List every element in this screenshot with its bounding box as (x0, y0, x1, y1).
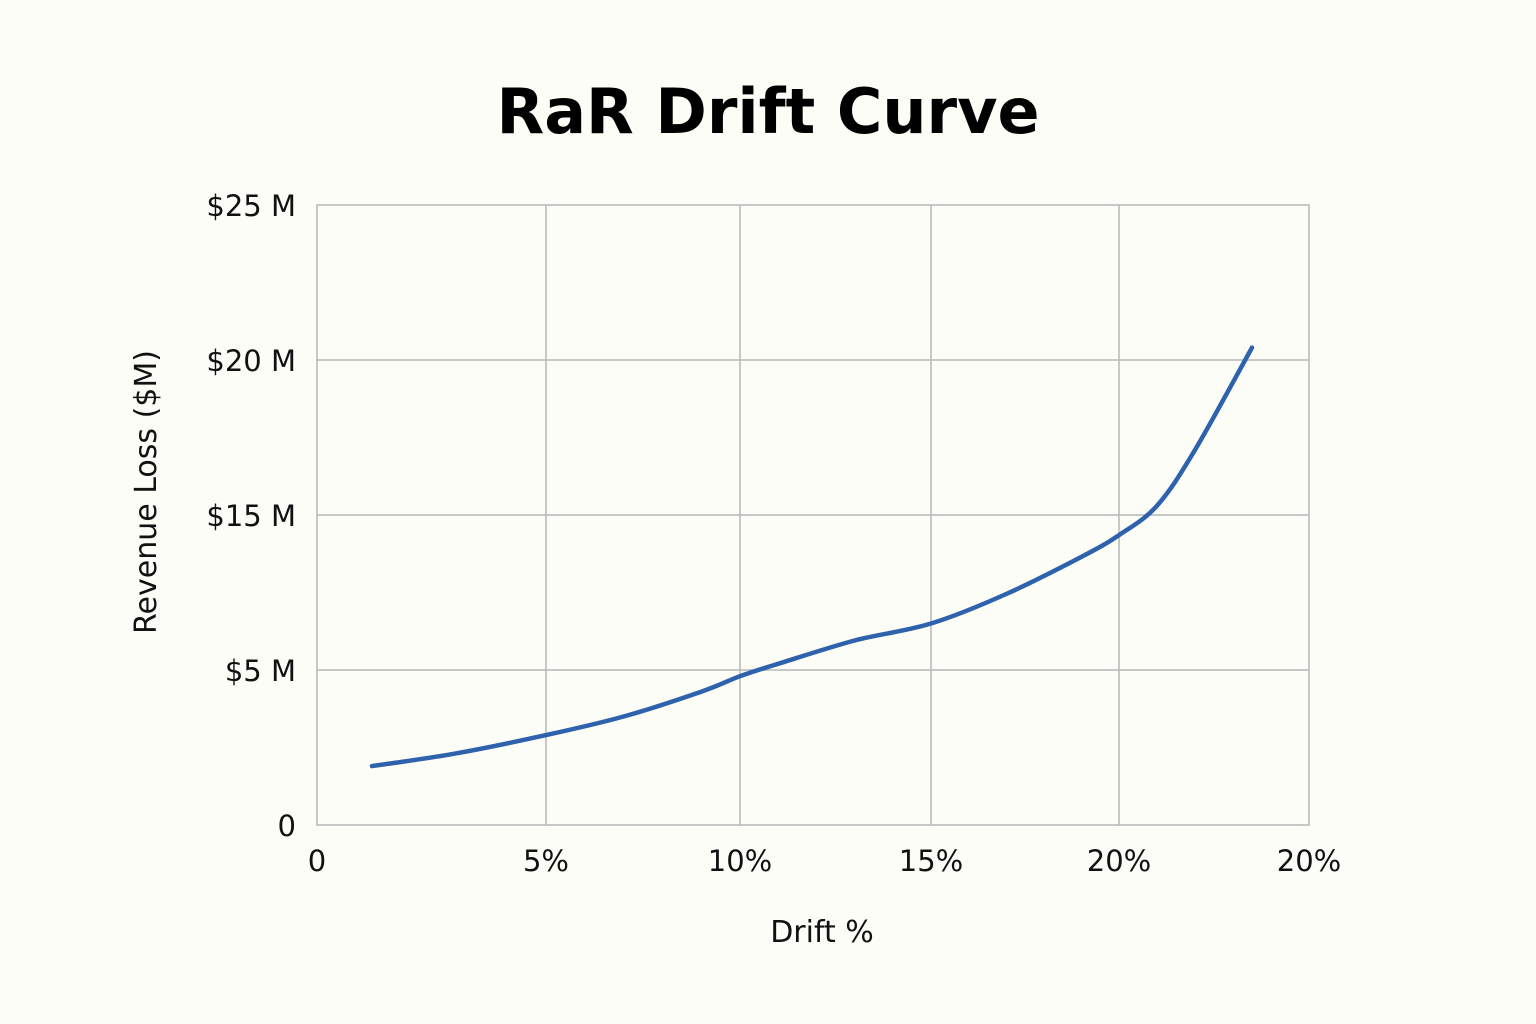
x-tick-label: 15% (899, 844, 963, 878)
series-layer (369, 345, 1255, 769)
x-tick-label: 5% (523, 844, 569, 878)
x-tick-label: 0 (308, 844, 326, 878)
x-axis-label: Drift % (770, 915, 874, 950)
y-axis-label: Revenue Loss ($M) (129, 350, 164, 634)
x-tick-label: 20% (1277, 844, 1341, 878)
x-tick-label: 10% (708, 844, 772, 878)
chart-title: RaR Drift Curve (496, 75, 1039, 148)
y-tick-label: 0 (278, 809, 296, 843)
y-tick-label: $15 M (206, 499, 296, 533)
y-axis-ticks: 0 $5 M $15 M $20 M $25 M (206, 189, 296, 843)
x-tick-label: 20% (1087, 844, 1151, 878)
x-axis-ticks: 0 5% 10% 15% 20% 20% (308, 844, 1341, 878)
y-tick-label: $25 M (206, 189, 296, 223)
series-line (369, 345, 1255, 769)
grid (316, 204, 1310, 826)
y-tick-label: $5 M (225, 654, 296, 688)
y-tick-label: $20 M (206, 344, 296, 378)
